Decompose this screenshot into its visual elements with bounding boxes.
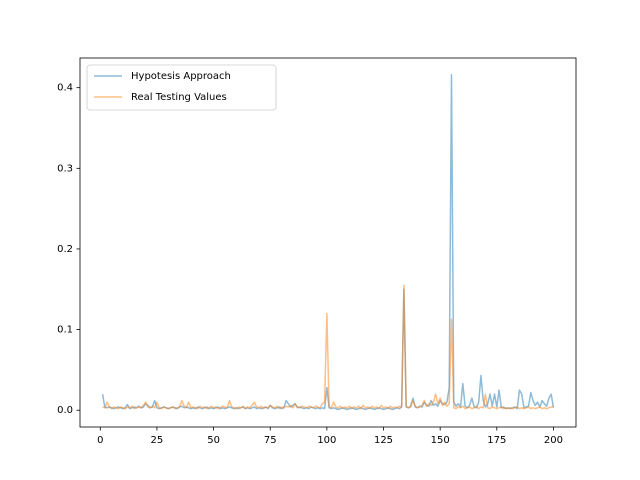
x-tick-label: 75 [264,435,277,446]
x-tick-label: 200 [544,435,563,446]
x-tick-label: 100 [317,435,336,446]
y-tick-label: 0.2 [57,244,73,255]
y-tick-label: 0.4 [57,83,73,94]
legend: Hypotesis Approach Real Testing Values [86,64,277,111]
legend-box [86,64,277,111]
y-tick-label: 0.3 [57,163,73,174]
x-tick-label: 125 [374,435,393,446]
legend-label: Real Testing Values [131,92,227,103]
x-tick-label: 50 [207,435,220,446]
y-tick-label: 0.0 [57,405,73,416]
data-line [102,284,554,410]
x-tick-label: 150 [431,435,450,446]
x-tick-label: 25 [151,435,164,446]
plot-frame [79,57,577,428]
x-tick-label: 0 [97,435,103,446]
legend-label: Hypotesis Approach [131,71,231,82]
y-tick-label: 0.1 [57,325,73,336]
x-tick-label: 175 [487,435,506,446]
